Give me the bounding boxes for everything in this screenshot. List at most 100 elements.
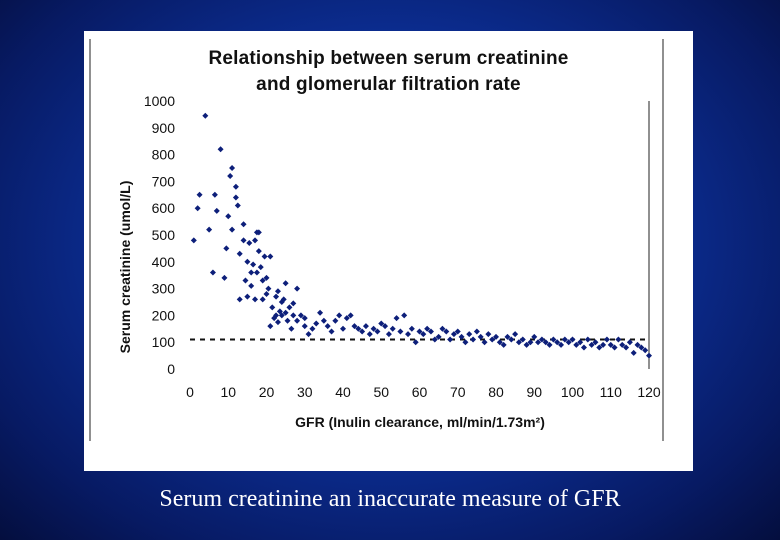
data-point [607,341,614,348]
data-point [466,331,473,338]
x-tick-label: 20 [259,384,275,400]
data-point [531,333,538,340]
data-point [343,315,350,322]
x-tick-label: 70 [450,384,466,400]
data-point [288,325,295,332]
data-point [519,336,526,343]
data-point [190,237,197,244]
data-point [473,328,480,335]
data-point [309,325,316,332]
data-point [284,317,291,324]
x-tick-label: 40 [335,384,351,400]
x-tick-label: 50 [373,384,389,400]
data-point [276,308,283,315]
data-point [558,341,565,348]
data-point [336,312,343,319]
data-point [286,304,293,311]
data-point [638,344,645,351]
data-point [274,319,281,326]
data-point [294,317,301,324]
data-point [274,288,281,295]
data-point [470,336,477,343]
data-point [412,339,419,346]
data-point [232,183,239,190]
data-point [493,333,499,340]
data-point [250,261,257,268]
data-point [600,341,607,348]
data-point [202,112,209,119]
data-point [324,323,331,330]
data-point [263,290,270,297]
data-point [546,341,553,348]
data-point [244,258,251,265]
data-point [294,285,301,292]
data-point [317,309,324,316]
data-point [313,320,320,327]
data-point [209,269,216,276]
data-point [305,331,312,338]
data-point [435,333,442,340]
data-point [236,296,243,303]
data-point [347,312,354,319]
data-point [477,333,484,340]
data-point [242,277,249,284]
data-point [561,336,568,343]
data-point [420,331,427,338]
data-point [332,317,339,324]
data-point [630,349,637,356]
slide-caption: Serum creatinine an inaccurate measure o… [159,486,621,512]
data-point [401,312,408,319]
data-point [485,331,492,338]
data-point [359,328,366,335]
data-point [588,341,595,348]
data-point [269,304,276,311]
data-point [382,323,389,330]
data-point [634,341,641,348]
data-point [246,240,253,247]
data-point [523,341,530,348]
data-point [252,296,259,303]
data-point [267,323,274,330]
data-point [504,333,511,340]
data-point [489,336,496,343]
y-axis-tick-labels: 0 100 200 300 400 500 600 700 800 900 1000 [144,93,175,377]
data-point [496,339,503,346]
data-point [221,274,228,281]
y-tick-label: 0 [167,361,175,377]
data-point [565,339,572,346]
data-point [244,293,251,300]
data-point [223,245,230,252]
data-point [431,336,438,343]
data-point [240,237,247,244]
data-point [527,339,534,346]
data-point [259,296,266,303]
data-point [408,325,415,332]
data-point [619,341,626,348]
data-point [257,264,264,271]
data-point [255,248,262,255]
data-point [213,207,220,214]
data-point [550,336,557,343]
data-point [646,352,652,359]
data-point [427,328,434,335]
data-point [370,325,377,332]
data-point [515,339,522,346]
x-tick-label: 0 [186,384,194,400]
data-point [194,205,201,212]
data-point [265,285,272,292]
data-point [227,173,234,180]
y-tick-label: 900 [152,120,176,136]
data-point [454,328,461,335]
data-point [273,312,280,319]
x-axis-tick-labels: 0 10 20 30 40 50 60 70 80 90 100 110 120 [186,384,661,400]
data-point [255,229,262,236]
data-point [267,253,274,260]
data-point [447,336,454,343]
data-point [263,274,270,281]
chart-title-line2: and glomerular filtration rate [256,74,521,95]
x-tick-label: 80 [488,384,504,400]
y-tick-label: 800 [152,147,176,163]
y-tick-label: 600 [152,200,176,216]
data-point [240,221,247,228]
data-point [416,328,423,335]
